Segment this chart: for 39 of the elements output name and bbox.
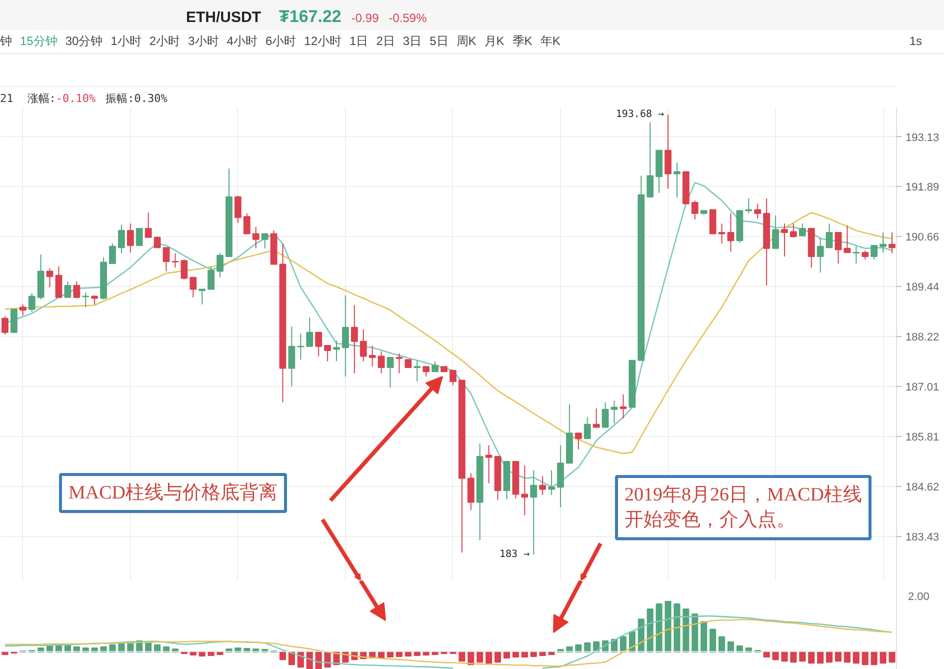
y-tick-label: 187.01 (906, 381, 940, 394)
text: 振幅: (106, 91, 134, 107)
text: 0.30% (134, 91, 168, 107)
text: 15分钟 (20, 33, 58, 50)
y-tick-label: 189.44 (906, 281, 940, 294)
y-tick-label: 183.43 (906, 531, 940, 544)
text: 涨幅: (27, 91, 56, 107)
chart-title: ETH/USDT (186, 8, 261, 28)
y-tick-label: 191.89 (906, 182, 940, 194)
text: 季K (512, 33, 532, 50)
text: 3小时 (188, 33, 219, 50)
y-tick-label: 190.66 (906, 232, 940, 244)
text: 周K (456, 33, 476, 50)
text: 21 (0, 91, 14, 107)
text: 2.00 (908, 590, 930, 605)
text: -0.10% (56, 91, 96, 107)
text: 1s (909, 33, 922, 50)
text: 12小时 (304, 33, 342, 50)
text: 4小时 (226, 33, 258, 50)
text: 2小时 (149, 33, 180, 50)
chart-subtitle: ₮167.22 -0.99 -0.59% (279, 6, 427, 28)
y-tick-label: 193.13 (906, 132, 940, 144)
annotation: 183 → (500, 549, 530, 560)
text: 钟 (0, 33, 12, 50)
text: 30分钟 (65, 33, 103, 50)
text: 2日 (376, 33, 395, 50)
y-tick-label: 185.81 (906, 431, 940, 444)
text: 6小时 (265, 33, 296, 50)
annotation: MACD柱线与价格底背离 (68, 482, 278, 504)
text: 1小时 (110, 33, 142, 50)
annotation: 2019年8月26日，MACD柱线开始变色，介入点。 (624, 484, 862, 531)
text: 1日 (350, 33, 368, 50)
text: 3日 (402, 33, 422, 50)
annotation: 193.68 → (616, 109, 664, 120)
y-tick-label: 184.62 (906, 481, 940, 494)
text: 月K (484, 33, 504, 50)
y-tick-label: 188.22 (906, 331, 940, 344)
text: 5日 (430, 33, 448, 50)
text: 年K (540, 33, 560, 50)
